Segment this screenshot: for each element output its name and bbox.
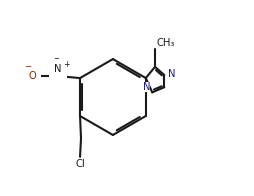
- Text: N: N: [167, 69, 175, 79]
- Text: ⁺O: ⁺O: [36, 75, 38, 77]
- Text: CH₃: CH₃: [156, 38, 174, 48]
- Text: +: +: [63, 60, 69, 69]
- Text: N: N: [54, 64, 62, 74]
- Text: Cl: Cl: [75, 159, 85, 169]
- Text: −: −: [24, 62, 31, 71]
- Text: O: O: [28, 71, 36, 81]
- Text: N: N: [142, 82, 150, 92]
